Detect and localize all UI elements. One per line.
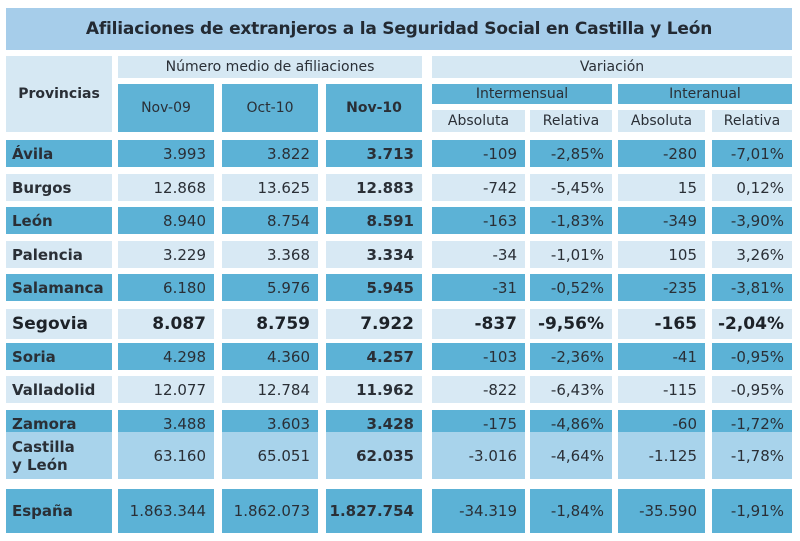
header-ia-absoluta: Absoluta	[618, 110, 705, 132]
header-provincias: Provincias	[6, 56, 112, 132]
cell-intermensual-relativa: -0,52%	[530, 274, 612, 301]
cell-interanual-absoluta: 15	[618, 174, 705, 201]
table-title: Afiliaciones de extranjeros a la Segurid…	[6, 8, 792, 50]
cell-intermensual-absoluta: -822	[432, 376, 525, 403]
cell-nov09: 3.229	[118, 241, 214, 268]
cell-oct10: 5.976	[222, 274, 318, 301]
cell-provincia: España	[6, 489, 112, 533]
cell-intermensual-absoluta: -109	[432, 140, 525, 167]
cell-intermensual-absoluta: -742	[432, 174, 525, 201]
cell-provincia: Burgos	[6, 174, 112, 201]
cell-nov10: 7.922	[326, 309, 422, 339]
cell-provincia: Palencia	[6, 241, 112, 268]
cell-intermensual-absoluta: -103	[432, 343, 525, 370]
cell-provincia-line: Castilla	[12, 437, 75, 456]
cell-interanual-relativa: -2,04%	[712, 309, 792, 339]
cell-oct10: 8.759	[222, 309, 318, 339]
cell-nov09: 12.077	[118, 376, 214, 403]
cell-interanual-relativa: -1,78%	[712, 432, 792, 479]
cell-nov09: 4.298	[118, 343, 214, 370]
cell-oct10: 3.368	[222, 241, 318, 268]
cell-interanual-absoluta: -280	[618, 140, 705, 167]
cell-intermensual-relativa: -1,84%	[530, 489, 612, 533]
cell-provincia-line: y León	[12, 455, 68, 474]
cell-provincia: Valladolid	[6, 376, 112, 403]
header-intermensual: Intermensual	[432, 84, 612, 104]
cell-oct10: 65.051	[222, 432, 318, 479]
cell-intermensual-absoluta: -3.016	[432, 432, 525, 479]
cell-provincia: Castilla y León	[6, 432, 112, 479]
cell-interanual-relativa: -1,91%	[712, 489, 792, 533]
header-interanual: Interanual	[618, 84, 792, 104]
cell-provincia: Soria	[6, 343, 112, 370]
cell-intermensual-absoluta: -31	[432, 274, 525, 301]
cell-nov10: 62.035	[326, 432, 422, 479]
cell-interanual-relativa: -3,81%	[712, 274, 792, 301]
cell-nov10: 12.883	[326, 174, 422, 201]
cell-oct10: 1.862.073	[222, 489, 318, 533]
cell-nov09: 63.160	[118, 432, 214, 479]
cell-provincia: Segovia	[6, 309, 112, 339]
cell-oct10: 3.822	[222, 140, 318, 167]
cell-interanual-absoluta: -235	[618, 274, 705, 301]
cell-intermensual-relativa: -1,01%	[530, 241, 612, 268]
cell-intermensual-relativa: -1,83%	[530, 207, 612, 234]
header-variacion: Variación	[432, 56, 792, 78]
header-ia-relativa: Relativa	[712, 110, 792, 132]
cell-oct10: 12.784	[222, 376, 318, 403]
header-im-relativa: Relativa	[530, 110, 612, 132]
cell-intermensual-relativa: -2,36%	[530, 343, 612, 370]
cell-oct10: 4.360	[222, 343, 318, 370]
cell-intermensual-absoluta: -34	[432, 241, 525, 268]
cell-nov09: 8.087	[118, 309, 214, 339]
cell-nov09: 8.940	[118, 207, 214, 234]
cell-interanual-absoluta: 105	[618, 241, 705, 268]
cell-oct10: 8.754	[222, 207, 318, 234]
cell-nov10: 3.334	[326, 241, 422, 268]
cell-nov10: 8.591	[326, 207, 422, 234]
cell-nov10: 1.827.754	[326, 489, 422, 533]
cell-intermensual-absoluta: -837	[432, 309, 525, 339]
cell-oct10: 13.625	[222, 174, 318, 201]
cell-interanual-absoluta: -1.125	[618, 432, 705, 479]
cell-provincia: Salamanca	[6, 274, 112, 301]
cell-interanual-relativa: 3,26%	[712, 241, 792, 268]
header-month-oct10: Oct-10	[222, 84, 318, 132]
cell-nov09: 12.868	[118, 174, 214, 201]
header-numero-medio: Número medio de afiliaciones	[118, 56, 422, 78]
cell-intermensual-relativa: -9,56%	[530, 309, 612, 339]
cell-interanual-absoluta: -115	[618, 376, 705, 403]
cell-intermensual-relativa: -6,43%	[530, 376, 612, 403]
header-im-absoluta: Absoluta	[432, 110, 525, 132]
header-month-nov09: Nov-09	[118, 84, 214, 132]
cell-nov10: 5.945	[326, 274, 422, 301]
cell-interanual-relativa: -7,01%	[712, 140, 792, 167]
cell-intermensual-absoluta: -34.319	[432, 489, 525, 533]
cell-nov10: 3.713	[326, 140, 422, 167]
cell-interanual-absoluta: -349	[618, 207, 705, 234]
cell-nov09: 1.863.344	[118, 489, 214, 533]
cell-intermensual-relativa: -4,64%	[530, 432, 612, 479]
cell-interanual-relativa: -0,95%	[712, 376, 792, 403]
header-month-nov10: Nov-10	[326, 84, 422, 132]
cell-interanual-absoluta: -165	[618, 309, 705, 339]
cell-interanual-relativa: -3,90%	[712, 207, 792, 234]
cell-intermensual-relativa: -5,45%	[530, 174, 612, 201]
cell-provincia: León	[6, 207, 112, 234]
cell-intermensual-absoluta: -163	[432, 207, 525, 234]
cell-interanual-relativa: -0,95%	[712, 343, 792, 370]
cell-nov09: 6.180	[118, 274, 214, 301]
cell-intermensual-relativa: -2,85%	[530, 140, 612, 167]
cell-nov09: 3.993	[118, 140, 214, 167]
cell-interanual-absoluta: -41	[618, 343, 705, 370]
cell-nov10: 4.257	[326, 343, 422, 370]
cell-provincia: Ávila	[6, 140, 112, 167]
cell-interanual-relativa: 0,12%	[712, 174, 792, 201]
cell-nov10: 11.962	[326, 376, 422, 403]
cell-interanual-absoluta: -35.590	[618, 489, 705, 533]
